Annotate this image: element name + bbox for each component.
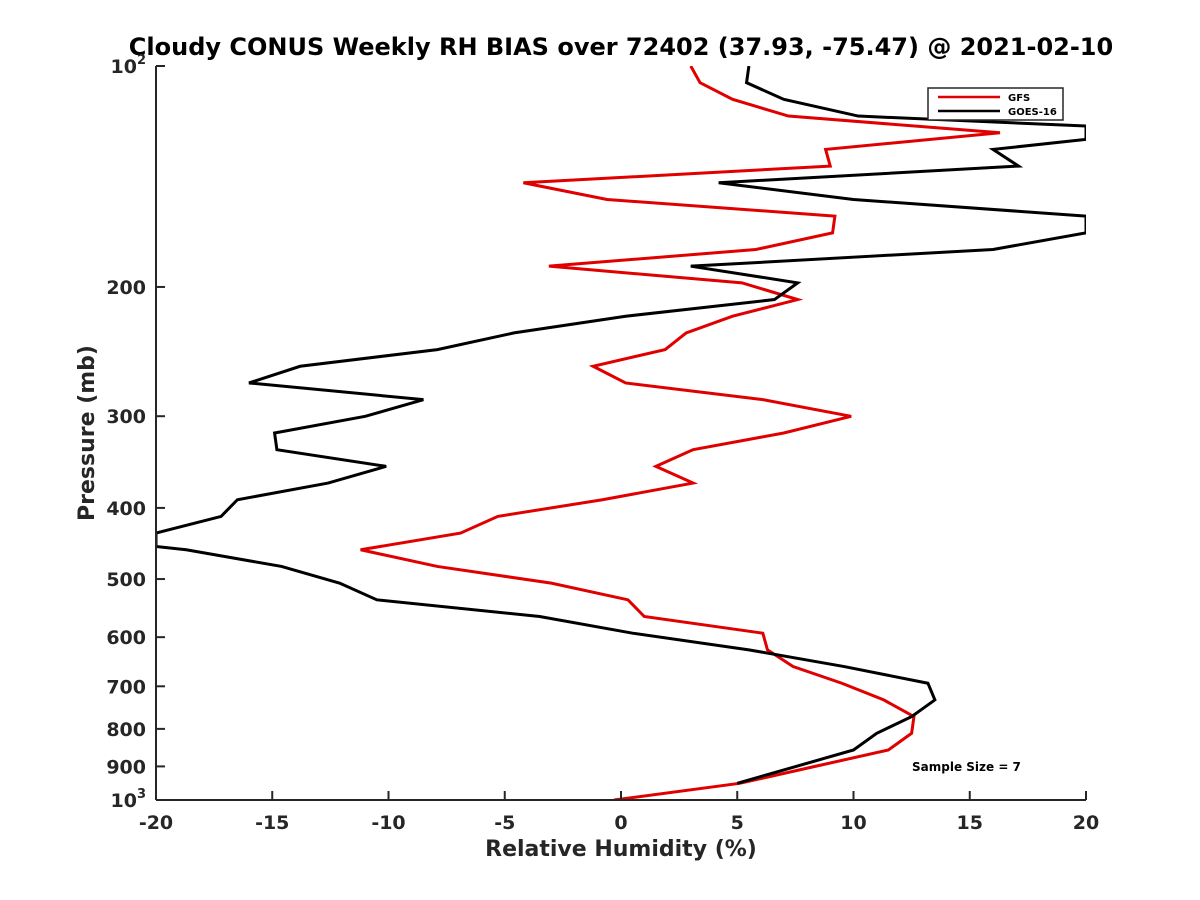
- y-tick-label: 600: [106, 627, 146, 649]
- y-axis-label: Pressure (mb): [75, 345, 100, 521]
- y-tick-label: 300: [106, 406, 146, 428]
- series-line-goes-16: [156, 66, 1086, 785]
- x-tick-label: -5: [494, 812, 515, 834]
- x-tick-label: -10: [371, 812, 405, 834]
- y-tick-label: 800: [106, 719, 146, 741]
- legend-label-gfs: GFS: [1008, 93, 1030, 104]
- legend: GFS GOES-16: [927, 87, 1064, 121]
- x-tick-label: 10: [840, 812, 866, 834]
- legend-label-goes-16: GOES-16: [1008, 107, 1057, 118]
- x-axis-label: Relative Humidity (%): [485, 837, 757, 862]
- y-tick-label: 500: [106, 569, 146, 591]
- x-tick-label: 0: [614, 812, 627, 834]
- sample-size-annotation: Sample Size = 7: [912, 760, 1021, 774]
- y-tick-label: 400: [106, 498, 146, 520]
- x-tick-label: 15: [957, 812, 983, 834]
- x-tick-label: 20: [1073, 812, 1099, 834]
- x-tick-label: 5: [731, 812, 744, 834]
- x-tick-label: -15: [255, 812, 289, 834]
- y-tick-label: 900: [106, 756, 146, 778]
- y-tick-label: 700: [106, 676, 146, 698]
- y-tick-label: 102: [111, 53, 147, 78]
- series-line-gfs: [360, 66, 1001, 800]
- x-tick-label: -20: [139, 812, 173, 834]
- y-tick-label: 103: [111, 787, 147, 812]
- axes-layer: -20 -15 -10 -5 0 5 10 15 20 102 200 300 400 500 600 700…: [106, 53, 1099, 834]
- plot-area: [156, 66, 1086, 800]
- y-tick-label: 200: [106, 277, 146, 299]
- chart-title: Cloudy CONUS Weekly RH BIAS over 72402 (…: [129, 33, 1113, 61]
- legend-box: [927, 87, 1064, 121]
